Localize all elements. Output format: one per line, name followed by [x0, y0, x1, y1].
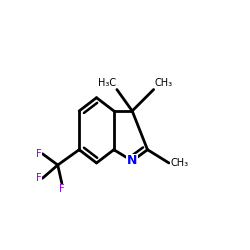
Text: F: F — [59, 184, 65, 194]
Text: H₃C: H₃C — [98, 78, 116, 88]
Text: CH₃: CH₃ — [170, 158, 189, 168]
Text: CH₃: CH₃ — [155, 78, 173, 88]
Text: F: F — [36, 173, 42, 183]
Text: N: N — [127, 154, 138, 168]
Text: F: F — [36, 149, 42, 159]
